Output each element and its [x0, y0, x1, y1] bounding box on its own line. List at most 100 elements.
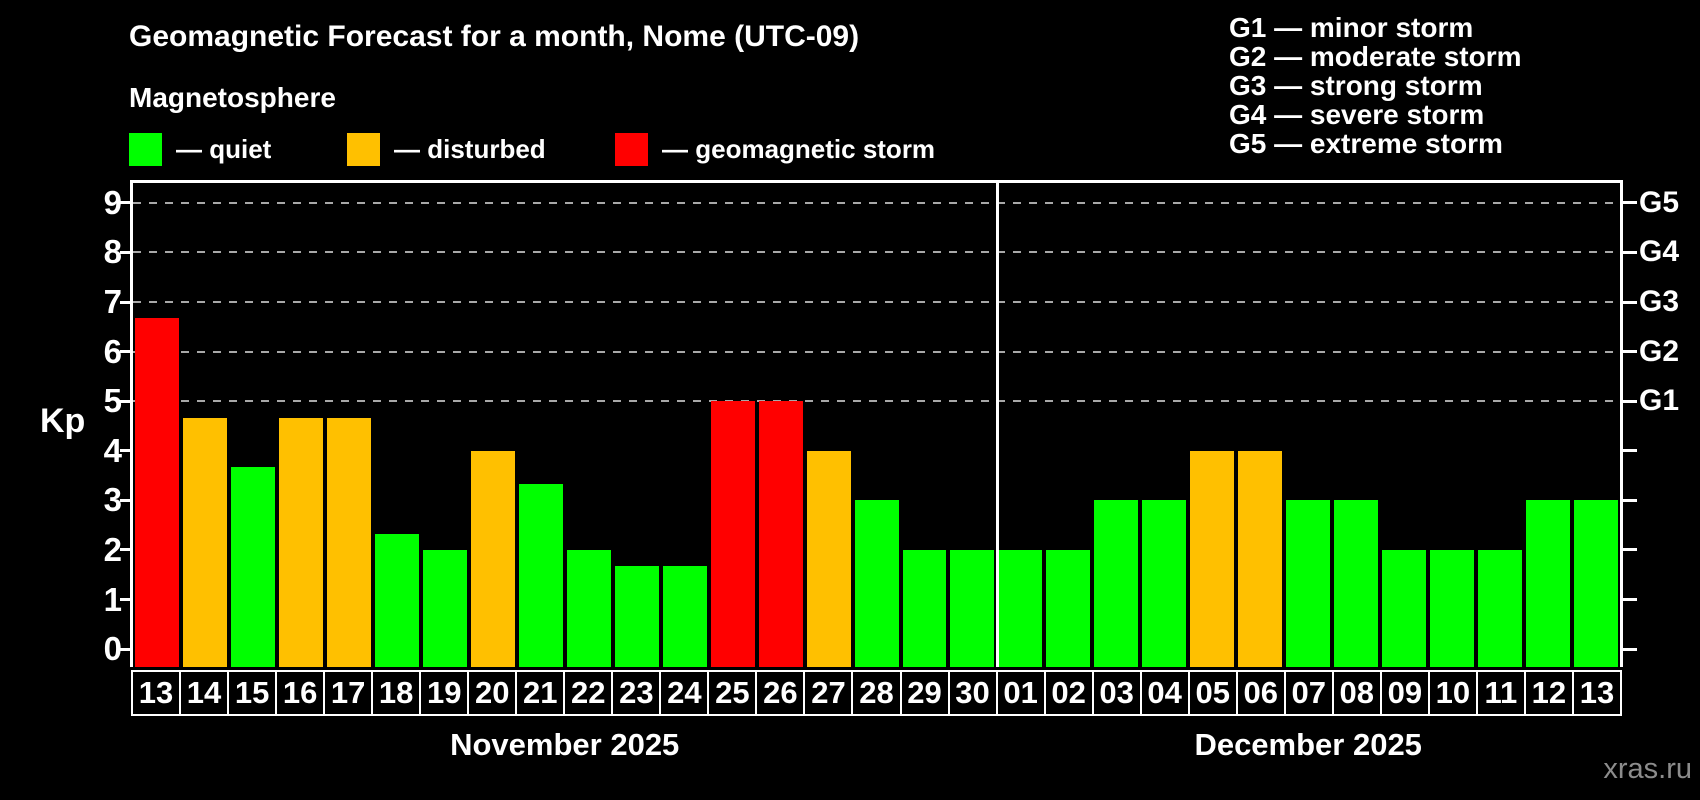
g-legend-line-g3: G3 — strong storm	[1229, 70, 1483, 101]
kp-bar	[1238, 450, 1283, 667]
bar-slot	[373, 183, 421, 667]
kp-bar	[662, 566, 707, 667]
date-cell-1-05: 05	[1187, 672, 1236, 714]
y-axis-tick-label-9: 9	[103, 183, 122, 221]
kp-bar	[998, 549, 1043, 667]
bar-slot	[1188, 183, 1236, 667]
y-axis-tick-label-5: 5	[103, 382, 122, 420]
g-legend-line-g1: G1 — minor storm	[1229, 12, 1474, 43]
y-tick-left-5	[120, 399, 131, 403]
date-cell-0-17: 17	[323, 672, 371, 714]
bar-slot	[565, 183, 613, 667]
storm-color-swatch	[615, 133, 648, 166]
kp-bar	[470, 450, 515, 667]
kp-bar	[278, 417, 323, 667]
y-axis-tick-label-6: 6	[103, 332, 122, 370]
date-cell-0-26: 26	[755, 672, 803, 714]
kp-bar	[902, 549, 947, 667]
y-axis-tick-label-4: 4	[103, 431, 122, 469]
kp-bar	[1574, 500, 1619, 667]
gridline-kp-5	[133, 400, 1620, 403]
bar-slot	[1332, 183, 1380, 667]
bar-slot	[1284, 183, 1332, 667]
quiet-color-swatch	[129, 133, 162, 166]
date-cell-0-21: 21	[515, 672, 563, 714]
date-cell-0-28: 28	[851, 672, 899, 714]
y-tick-right-0	[1622, 647, 1637, 651]
legend-item-disturbed: — disturbed	[347, 133, 546, 166]
date-cell-0-16: 16	[275, 672, 323, 714]
y-tick-right-7	[1622, 300, 1637, 304]
g-legend-line-g5: G5 — extreme storm	[1229, 128, 1503, 159]
y-tick-left-1	[120, 598, 131, 602]
legend-label-storm: — geomagnetic storm	[662, 134, 936, 164]
bar-slot	[1044, 183, 1092, 667]
bar-slot	[709, 183, 757, 667]
date-cell-0-15: 15	[227, 672, 275, 714]
month-label-0: November 2025	[450, 727, 680, 762]
month-label-1: December 2025	[1194, 727, 1422, 762]
date-cell-1-10: 10	[1427, 672, 1476, 714]
date-cell-0-19: 19	[419, 672, 467, 714]
y-axis-tick-label-7: 7	[103, 283, 122, 321]
date-cell-0-25: 25	[707, 672, 755, 714]
date-cell-0-20: 20	[467, 672, 515, 714]
date-cell-1-08: 08	[1331, 672, 1380, 714]
y-tick-right-4	[1622, 449, 1637, 453]
y-tick-left-8	[120, 250, 131, 254]
y-tick-right-3	[1622, 498, 1637, 502]
y-axis-tick-label-2: 2	[103, 530, 122, 568]
bar-slot	[1140, 183, 1188, 667]
gridline-kp-6	[133, 350, 1620, 353]
g-scale-legend: G1 — minor storm G2 — moderate storm G3 …	[1229, 13, 1522, 158]
bar-slot	[996, 183, 1044, 667]
y-tick-left-6	[120, 350, 131, 354]
gridline-kp-9	[133, 201, 1620, 204]
y-tick-right-1	[1622, 598, 1637, 602]
right-axis-label-g4: G4	[1639, 235, 1680, 269]
bar-slot	[1428, 183, 1476, 667]
legend-item-storm: — geomagnetic storm	[615, 133, 935, 166]
kp-bar	[614, 566, 659, 667]
kp-bar	[854, 500, 899, 667]
bar-slot	[229, 183, 277, 667]
date-cell-0-23: 23	[611, 672, 659, 714]
y-tick-left-0	[120, 647, 131, 651]
date-cell-1-04: 04	[1139, 672, 1188, 714]
kp-bar	[566, 549, 611, 667]
date-cell-0-24: 24	[659, 672, 707, 714]
bar-slot	[1092, 183, 1140, 667]
date-cell-0-29: 29	[899, 672, 948, 714]
kp-bar	[230, 467, 275, 667]
kp-bar	[1526, 500, 1571, 667]
bar-slot	[613, 183, 661, 667]
date-axis-row: 13 14 15 16 17 18 19 20 21 22 23 24 25 26 27 28 29 30 01 02…	[131, 670, 1622, 716]
bar-slot	[853, 183, 901, 667]
y-axis-tick-label-0: 0	[103, 630, 122, 668]
month-divider-line	[996, 183, 1000, 667]
kp-bar	[806, 450, 851, 667]
bar-slot	[661, 183, 709, 667]
y-tick-left-7	[120, 300, 131, 304]
y-tick-left-9	[120, 201, 131, 205]
bar-slot	[517, 183, 565, 667]
subtitle-magnetosphere: Magnetosphere	[129, 82, 336, 113]
date-cell-0-13: 13	[138, 675, 174, 710]
date-cell-1-06: 06	[1235, 672, 1284, 714]
y-axis-tick-label-3: 3	[103, 481, 122, 519]
bar-slot	[421, 183, 469, 667]
kp-bar	[326, 417, 371, 667]
y-tick-right-6	[1622, 350, 1637, 354]
bar-slot	[277, 183, 325, 667]
date-cell-0-27: 27	[803, 672, 851, 714]
kp-bar	[1046, 549, 1091, 667]
bars-container	[133, 183, 1620, 667]
kp-bar	[135, 318, 179, 667]
kp-bar	[1430, 549, 1475, 667]
kp-bar	[1190, 450, 1235, 667]
gridline-kp-7	[133, 301, 1620, 304]
kp-bar	[1142, 500, 1187, 667]
g-legend-line-g4: G4 — severe storm	[1229, 99, 1485, 130]
plot-area	[130, 180, 1623, 667]
